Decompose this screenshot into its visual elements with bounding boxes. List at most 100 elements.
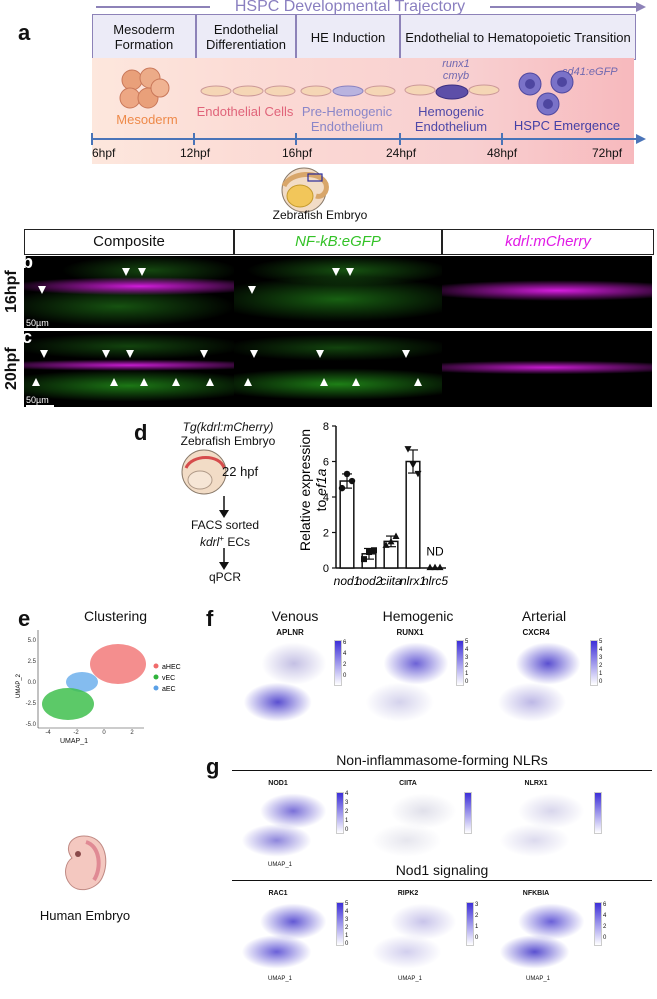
colorbar-runx1-ticks: 543210 <box>465 638 468 686</box>
chart-ytick-label: 2 <box>323 528 329 540</box>
legend-dot-aec <box>154 686 159 691</box>
colorbar-rac1-ticks: 543210 <box>345 900 348 948</box>
umap-xtick: 0 <box>102 730 106 736</box>
workflow-sort-sup: + <box>219 534 224 543</box>
colorbar-nfkbia <box>594 902 602 946</box>
chart-ytick-label: 4 <box>323 492 329 504</box>
umap-nfkbia <box>496 900 588 972</box>
scalebar-label: 50µm <box>26 318 49 328</box>
colorbar-nod1 <box>336 792 344 834</box>
chart-point <box>344 471 350 477</box>
micro-b-egfp <box>234 256 442 328</box>
colorbar-runx1 <box>456 640 464 686</box>
zebrafish-embryo-icon <box>272 166 336 214</box>
cell-label-hemogenic: Hemogenic Endothelium <box>400 104 502 134</box>
colorbar-aplnr-ticks: 6420 <box>343 638 346 682</box>
panel-c-label: c <box>24 331 32 348</box>
chart-category-label: nlrc5 <box>422 574 448 588</box>
colorbar-nlrx1 <box>594 792 602 834</box>
gene-aplnr: APLNR <box>250 628 330 637</box>
colorbar-tick: 1 <box>345 817 348 826</box>
human-embryo-caption: Human Embryo <box>20 908 150 923</box>
colorbar-tick: 0 <box>599 678 602 686</box>
section-divider <box>232 880 652 881</box>
chart-point <box>349 478 355 484</box>
row-label-16hpf: 16hpf <box>0 256 24 328</box>
stage-he-induction: HE Induction <box>296 14 400 60</box>
workflow-assay: qPCR <box>170 570 280 584</box>
colorbar-tick: 2 <box>345 924 348 932</box>
time-12hpf: 12hpf <box>180 146 210 160</box>
scalebar <box>26 405 54 407</box>
colorbar-tick: 0 <box>465 678 468 686</box>
gene-nod1: NOD1 <box>238 780 318 787</box>
panel-d-label: d <box>134 420 147 446</box>
chart-bar <box>406 462 420 569</box>
umap-ylabel: UMAP_2 <box>16 673 22 698</box>
section-divider <box>232 770 652 771</box>
colorbar-ciita <box>464 792 472 834</box>
timeline-axis <box>88 132 650 146</box>
colorbar-tick: 0 <box>603 933 606 944</box>
colorbar-tick: 4 <box>603 911 606 922</box>
umap-xtick: 2 <box>130 730 134 736</box>
workflow-sort-ecs: ECs <box>227 535 250 549</box>
colorbar-tick: 2 <box>475 911 478 922</box>
endothelial-cells-icon <box>200 84 296 98</box>
umap-ripk2 <box>368 900 460 972</box>
colorbar-tick: 2 <box>465 662 468 670</box>
umap-ytick: -2.5 <box>26 701 37 707</box>
umap-xlabel: UMAP_1 <box>268 976 292 982</box>
legend-ahec: aHEC <box>162 664 181 671</box>
time-24hpf: 24hpf <box>386 146 416 160</box>
micro-b-composite: 50µm b <box>24 256 234 328</box>
colorbar-tick: 4 <box>343 649 346 660</box>
time-72hpf: 72hpf <box>592 146 622 160</box>
cell-label-pre-hemogenic: Pre-Hemogenic Endothelium <box>296 104 398 134</box>
colorbar-tick: 5 <box>345 900 348 908</box>
chart-category-label: nod2 <box>356 574 383 588</box>
time-6hpf: 6hpf <box>92 146 115 160</box>
workflow-embryo-icon <box>180 448 228 496</box>
colorbar-tick: 2 <box>345 808 348 817</box>
umap-nlrx1 <box>496 790 588 860</box>
colorbar-tick: 2 <box>343 660 346 671</box>
colorbar-tick: 1 <box>345 932 348 940</box>
legend-dot-ahec <box>154 664 159 669</box>
colorbar-tick: 0 <box>343 671 346 682</box>
chart-point <box>361 556 367 562</box>
gene-cmyb: cmyb <box>436 70 476 82</box>
umap-runx1 <box>362 640 452 724</box>
umap-ytick: 2.5 <box>28 659 37 665</box>
legend-dot-vec <box>154 675 159 680</box>
hspc-cells-icon <box>510 66 584 118</box>
time-16hpf: 16hpf <box>282 146 312 160</box>
gene-runx1: runx1 <box>436 58 476 70</box>
colorbar-nfkbia-ticks: 6 4 2 0 <box>603 900 606 944</box>
chart-ytick-label: 8 <box>323 421 329 433</box>
colorbar-tick: 6 <box>343 638 346 649</box>
workflow-sort-gene: kdrl <box>200 535 219 549</box>
gene-nlrx1: NLRX1 <box>496 780 576 787</box>
col-header-composite: Composite <box>24 229 234 255</box>
section-nlrs: Non-inflammasome-forming NLRs <box>232 752 652 768</box>
colorbar-tick: 4 <box>599 646 602 654</box>
umap-ciita <box>368 790 460 860</box>
panel-f-label: f <box>206 606 213 632</box>
expression-bar-chart: Relative expression to ef1a 02468 nod1no… <box>290 416 450 590</box>
clustering-title: Clustering <box>84 608 147 624</box>
cell-label-mesoderm: Mesoderm <box>108 112 186 127</box>
scalebar-label: 50µm <box>26 395 49 405</box>
umap-xtick: -4 <box>45 730 51 736</box>
colorbar-tick: 4 <box>345 790 348 799</box>
chart-point <box>371 547 377 553</box>
micro-c-egfp <box>234 331 442 407</box>
chart-point <box>339 485 345 491</box>
cluster-vec <box>42 688 94 720</box>
umap-xlabel: UMAP_1 <box>268 862 292 868</box>
header-hemogenic: Hemogenic <box>368 608 468 624</box>
colorbar-tick: 3 <box>345 799 348 808</box>
gene-runx1-f: RUNX1 <box>370 628 450 637</box>
colorbar-tick: 0 <box>345 826 348 835</box>
colorbar-aplnr <box>334 640 342 686</box>
